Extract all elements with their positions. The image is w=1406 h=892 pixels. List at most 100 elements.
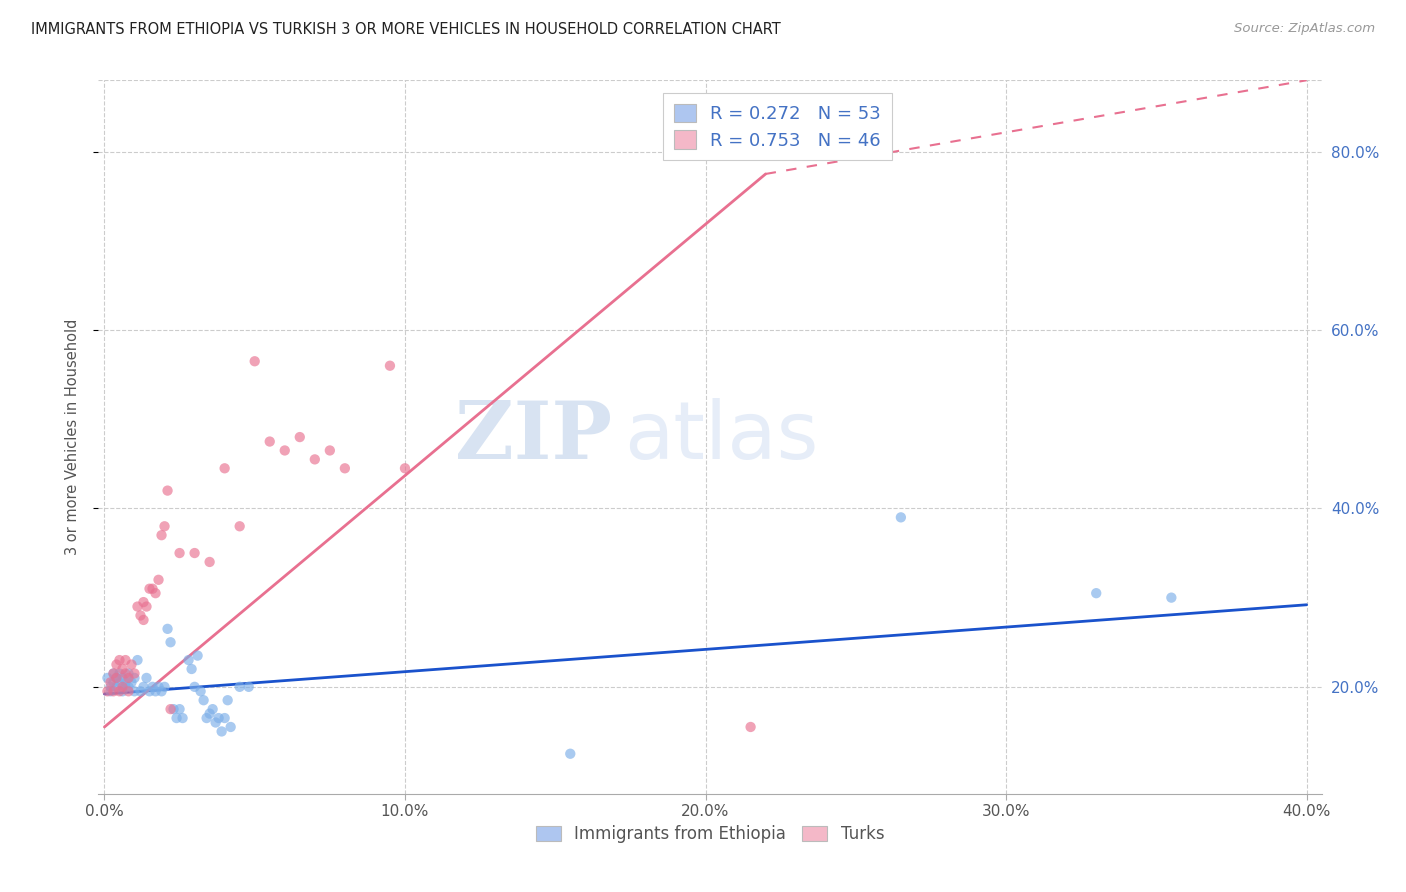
Point [319, 443, 342, 458]
Point [135, 599, 157, 614]
Point [121, 657, 143, 672]
Point [100, 684, 122, 698]
Point [108, 653, 131, 667]
Point [114, 653, 136, 667]
Point [141, 582, 163, 596]
Point [243, 354, 266, 368]
Text: atlas: atlas [624, 398, 818, 476]
Point [195, 711, 218, 725]
Point [105, 680, 128, 694]
Point [145, 586, 167, 600]
Point [169, 702, 191, 716]
Point [169, 546, 191, 560]
Point [124, 666, 146, 681]
Point [132, 680, 155, 694]
Point [228, 519, 250, 533]
Point [117, 684, 139, 698]
Point [135, 671, 157, 685]
Point [214, 461, 236, 475]
Point [117, 680, 139, 694]
Text: ZIP: ZIP [456, 398, 612, 476]
Point [150, 684, 173, 698]
Point [138, 684, 160, 698]
Point [159, 702, 181, 716]
Point [96, 684, 118, 698]
Point [204, 715, 226, 730]
Point [150, 528, 173, 542]
Point [103, 666, 125, 681]
Point [875, 145, 897, 159]
Point [121, 675, 143, 690]
Point [153, 680, 176, 694]
Point [198, 555, 221, 569]
Y-axis label: 3 or more Vehicles in Household: 3 or more Vehicles in Household [65, 319, 80, 555]
Point [740, 720, 762, 734]
Point [378, 359, 401, 373]
Point [177, 653, 200, 667]
Point [129, 608, 152, 623]
Point [148, 573, 170, 587]
Point [127, 653, 149, 667]
Point [111, 671, 134, 685]
Point [124, 671, 146, 685]
Point [394, 461, 416, 475]
Point [96, 671, 118, 685]
Point [166, 711, 188, 725]
Point [162, 702, 184, 716]
Point [108, 666, 131, 681]
Point [108, 675, 131, 690]
Point [156, 622, 179, 636]
Point [141, 680, 163, 694]
Point [105, 671, 128, 685]
Point [105, 657, 128, 672]
Point [695, 145, 717, 159]
Point [127, 599, 149, 614]
Point [114, 675, 136, 690]
Point [145, 684, 167, 698]
Point [560, 747, 582, 761]
Point [288, 430, 311, 444]
Point [187, 648, 209, 663]
Point [159, 635, 181, 649]
Point [238, 680, 260, 694]
Point [333, 461, 356, 475]
Point [132, 613, 155, 627]
Point [890, 510, 912, 524]
Point [193, 693, 215, 707]
Point [201, 702, 224, 716]
Point [108, 684, 131, 698]
Point [190, 684, 212, 698]
Point [111, 662, 134, 676]
Point [208, 711, 231, 725]
Point [124, 684, 146, 698]
Point [219, 720, 242, 734]
Point [259, 434, 281, 449]
Point [117, 671, 139, 685]
Point [214, 711, 236, 725]
Point [1160, 591, 1182, 605]
Point [228, 680, 250, 694]
Point [103, 675, 125, 690]
Point [183, 680, 205, 694]
Point [274, 443, 297, 458]
Point [198, 706, 221, 721]
Point [183, 546, 205, 560]
Point [148, 680, 170, 694]
Text: IMMIGRANTS FROM ETHIOPIA VS TURKISH 3 OR MORE VEHICLES IN HOUSEHOLD CORRELATION : IMMIGRANTS FROM ETHIOPIA VS TURKISH 3 OR… [31, 22, 780, 37]
Point [129, 684, 152, 698]
Legend: Immigrants from Ethiopia, Turks: Immigrants from Ethiopia, Turks [529, 819, 891, 850]
Point [114, 666, 136, 681]
Point [138, 582, 160, 596]
Point [111, 684, 134, 698]
Point [117, 666, 139, 681]
Point [180, 662, 202, 676]
Point [172, 711, 194, 725]
Point [153, 519, 176, 533]
Point [304, 452, 326, 467]
Point [156, 483, 179, 498]
Point [100, 675, 122, 690]
Point [105, 671, 128, 685]
Point [211, 724, 233, 739]
Point [111, 680, 134, 694]
Point [114, 680, 136, 694]
